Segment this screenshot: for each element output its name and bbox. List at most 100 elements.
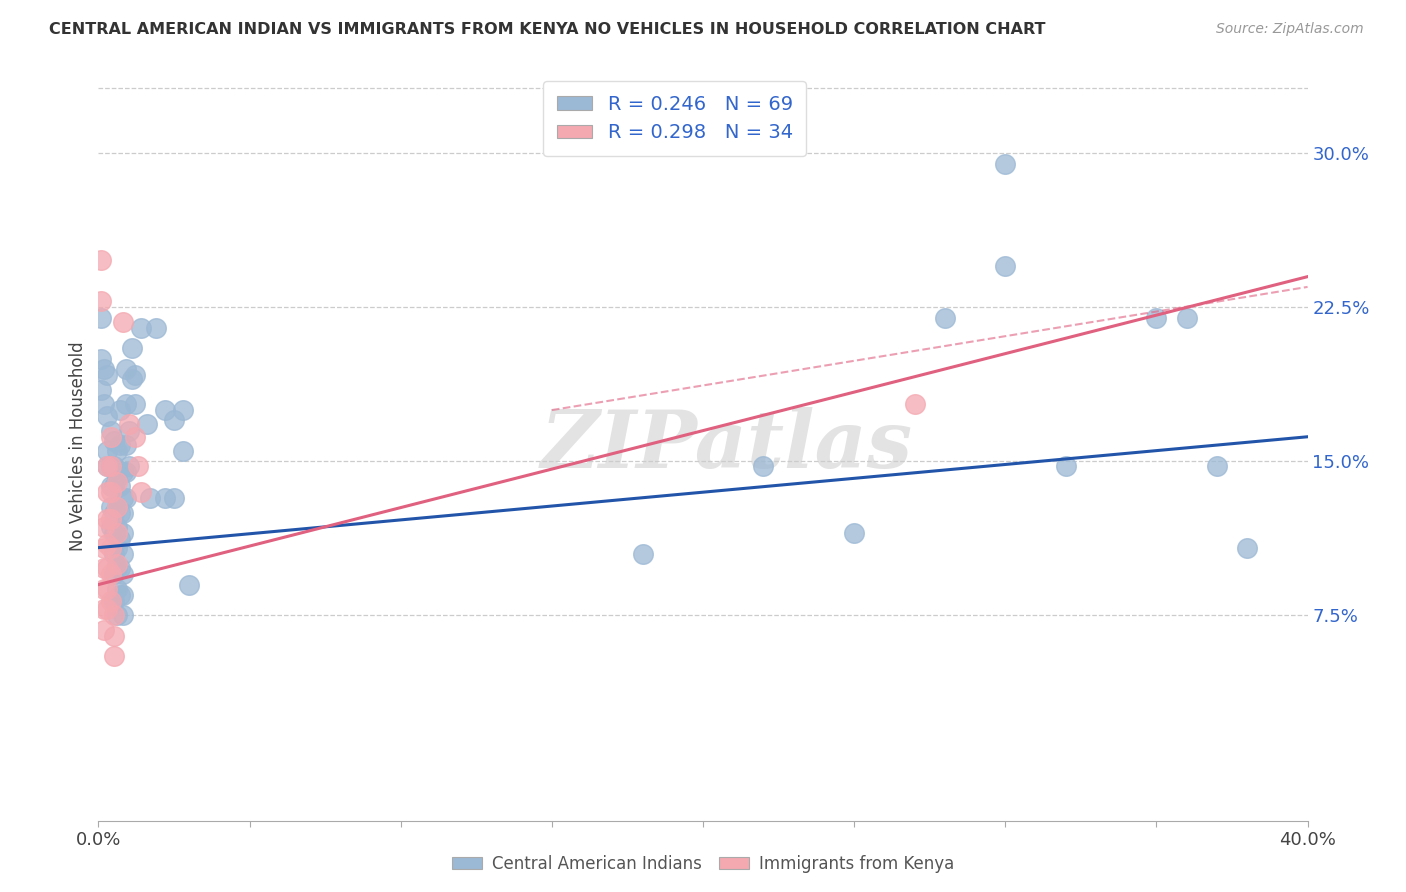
Point	[111, 491, 134, 506]
Point	[96, 458, 118, 473]
Point	[631, 547, 654, 561]
Point	[96, 458, 118, 473]
Point	[114, 491, 136, 506]
Point	[114, 397, 136, 411]
Point	[103, 458, 125, 473]
Point	[135, 417, 157, 432]
Text: CENTRAL AMERICAN INDIAN VS IMMIGRANTS FROM KENYA NO VEHICLES IN HOUSEHOLD CORREL: CENTRAL AMERICAN INDIAN VS IMMIGRANTS FR…	[49, 22, 1046, 37]
Point	[100, 541, 122, 555]
Point	[103, 567, 125, 582]
Point	[124, 397, 146, 411]
Point	[179, 577, 201, 591]
Point	[93, 520, 115, 534]
Point	[90, 294, 112, 309]
Point	[111, 588, 134, 602]
Point	[114, 465, 136, 479]
Point	[93, 582, 115, 596]
Point	[145, 321, 167, 335]
Point	[96, 409, 118, 424]
Point	[105, 444, 128, 458]
Point	[153, 491, 176, 506]
Point	[934, 310, 956, 325]
Legend: R = 0.246   N = 69, R = 0.298   N = 34: R = 0.246 N = 69, R = 0.298 N = 34	[544, 81, 807, 156]
Point	[105, 557, 128, 571]
Point	[118, 424, 141, 438]
Point	[111, 315, 134, 329]
Point	[105, 608, 128, 623]
Point	[1054, 458, 1077, 473]
Point	[129, 321, 152, 335]
Point	[163, 413, 186, 427]
Point	[100, 512, 122, 526]
Point	[93, 541, 115, 555]
Point	[93, 623, 115, 637]
Point	[121, 372, 143, 386]
Point	[100, 479, 122, 493]
Point	[1175, 310, 1198, 325]
Point	[96, 602, 118, 616]
Point	[96, 444, 118, 458]
Point	[96, 536, 118, 550]
Point	[114, 362, 136, 376]
Point	[139, 491, 162, 506]
Point	[1236, 541, 1258, 555]
Point	[111, 547, 134, 561]
Point	[90, 351, 112, 366]
Point	[163, 491, 186, 506]
Point	[100, 485, 122, 500]
Point	[103, 629, 125, 643]
Point	[994, 260, 1017, 274]
Point	[118, 458, 141, 473]
Point	[108, 438, 131, 452]
Point	[129, 485, 152, 500]
Point	[105, 520, 128, 534]
Point	[108, 403, 131, 417]
Point	[90, 310, 112, 325]
Text: Source: ZipAtlas.com: Source: ZipAtlas.com	[1216, 22, 1364, 37]
Point	[100, 500, 122, 514]
Point	[1206, 458, 1229, 473]
Point	[994, 157, 1017, 171]
Point	[108, 533, 131, 547]
Point	[105, 500, 128, 514]
Point	[108, 479, 131, 493]
Point	[1144, 310, 1167, 325]
Point	[103, 649, 125, 664]
Point	[103, 594, 125, 608]
Point	[111, 526, 134, 541]
Point	[904, 397, 927, 411]
Point	[96, 368, 118, 383]
Point	[93, 362, 115, 376]
Y-axis label: No Vehicles in Household: No Vehicles in Household	[69, 341, 87, 551]
Point	[127, 458, 149, 473]
Point	[90, 383, 112, 397]
Point	[111, 506, 134, 520]
Legend: Central American Indians, Immigrants from Kenya: Central American Indians, Immigrants fro…	[446, 848, 960, 880]
Point	[111, 465, 134, 479]
Point	[105, 541, 128, 555]
Point	[844, 526, 866, 541]
Point	[103, 547, 125, 561]
Point	[105, 471, 128, 485]
Point	[100, 424, 122, 438]
Point	[96, 512, 118, 526]
Point	[114, 438, 136, 452]
Point	[96, 485, 118, 500]
Point	[153, 403, 176, 417]
Point	[100, 520, 122, 534]
Point	[93, 561, 115, 575]
Point	[108, 506, 131, 520]
Point	[105, 526, 128, 541]
Point	[752, 458, 775, 473]
Point	[100, 430, 122, 444]
Point	[105, 582, 128, 596]
Point	[103, 434, 125, 448]
Point	[111, 567, 134, 582]
Point	[100, 567, 122, 582]
Point	[124, 430, 146, 444]
Point	[108, 588, 131, 602]
Point	[124, 368, 146, 383]
Point	[93, 602, 115, 616]
Point	[90, 253, 112, 268]
Point	[121, 342, 143, 356]
